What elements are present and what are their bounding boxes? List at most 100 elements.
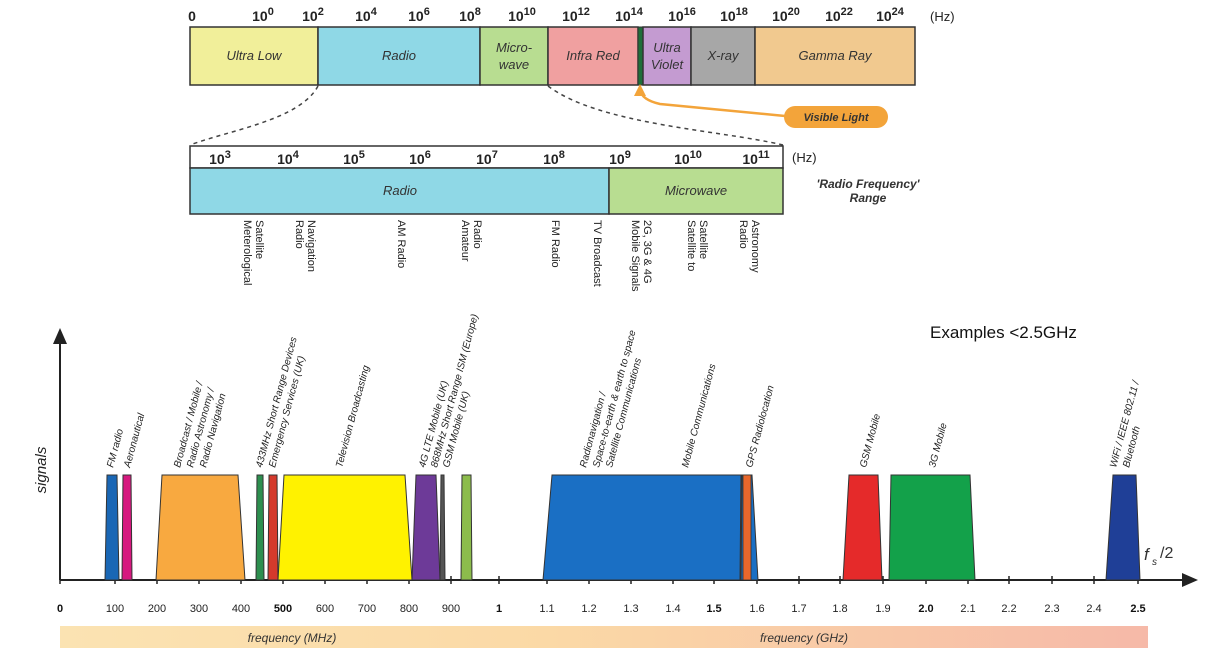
rf-range: 103 104 105 106 107 108 109 1010 1011 (Hz) Radio… [189, 145, 921, 292]
rf-tick-5: 108 [543, 149, 565, 167]
em-band-ultra-violet: Ultra Violet [642, 26, 692, 86]
em-spectrum: 0 100 102 104 106 108 1010 1012 1014 1016 1018 1020… [188, 6, 955, 146]
ghz-tick-2: 1.2 [581, 603, 596, 615]
signal-block-6 [411, 474, 441, 581]
rf-ticks: 103 104 105 106 107 108 109 1010 1011 [209, 149, 769, 167]
signal-label-11-label: GPS Radiolocation [744, 384, 777, 469]
rf-range-label-1: 'Radio Frequency' [816, 177, 920, 191]
em-band-ultra-violet-rect [642, 26, 692, 86]
em-tick-6: 1010 [508, 6, 536, 24]
y-axis-arrow [53, 328, 67, 344]
em-tick-11: 1020 [772, 6, 800, 24]
em-tick-12: 1022 [825, 6, 853, 24]
fs-sub: s [1152, 557, 1157, 568]
rf-application-1-line-0: Radio [293, 220, 305, 249]
ghz-tick-5: 1.5 [706, 603, 721, 615]
visible-light-arrow [638, 89, 786, 118]
em-band-gamma-ray: Gamma Ray [754, 26, 916, 86]
ghz-tick-9: 1.9 [875, 603, 890, 615]
chart-title: Examples <2.5GHz [930, 323, 1077, 342]
mhz-tick-4: 400 [232, 603, 250, 615]
em-band-microwave-label-1: Micro- [496, 40, 533, 55]
signal-block-2 [155, 474, 246, 581]
rf-tick-4: 107 [476, 149, 498, 167]
ghz-tick-13: 2.3 [1044, 603, 1059, 615]
em-band-radio-rect [317, 26, 481, 86]
rf-tick-6: 109 [609, 149, 631, 167]
ghz-tick-8: 1.8 [832, 603, 847, 615]
em-tick-10: 1018 [720, 6, 748, 24]
fs-div: /2 [1160, 545, 1173, 562]
signal-label-13-label: 3G Mobile [927, 421, 950, 468]
em-band-gamma-ray-label: Gamma Ray [799, 48, 873, 63]
em-tick-0: 0 [188, 8, 196, 24]
rf-tick-8: 1011 [742, 149, 769, 167]
rf-application-8-line-1: Astronomy [749, 220, 761, 273]
visible-light-callout: Visible Light [634, 84, 888, 128]
signal-block-9 [542, 474, 753, 581]
rf-application-7-line-0: Satellite to [685, 220, 697, 271]
em-band-microwave: Micro- wave [479, 26, 549, 86]
rf-application-2-line-0: AM Radio [395, 220, 407, 268]
signal-label-1-label: Aeronautical [122, 411, 147, 469]
frequency-bar [60, 626, 1148, 648]
mhz-tick-0: 0 [57, 603, 63, 615]
em-band-ultra-low: Ultra Low [189, 26, 319, 86]
zoom-line-left [189, 85, 319, 146]
rf-application-8-line-0: Radio [737, 220, 749, 249]
rf-band-microwave: Microwave [608, 167, 784, 215]
em-band-microwave-rect [479, 26, 549, 86]
rf-application-6-line-0: Mobile Signals [629, 220, 641, 292]
em-tick-8: 1014 [615, 6, 644, 24]
em-band-microwave-label-2: wave [499, 57, 529, 72]
xlabel-mhz: frequency (MHz) [248, 631, 337, 645]
rf-band-radio-label: Radio [383, 183, 417, 198]
rf-application-5-line-0: TV Broadcast [591, 220, 603, 287]
rf-tick-7: 1010 [674, 149, 702, 167]
em-band-infra-red-label: Infra Red [566, 48, 620, 63]
signal-block-4 [267, 474, 279, 581]
ghz-tick-10: 2.0 [918, 603, 933, 615]
visible-light-pill [784, 106, 888, 128]
mhz-tick-9: 900 [442, 603, 460, 615]
em-band-ultra-violet-label-1: Ultra [653, 40, 680, 55]
xlabel-ghz: frequency (GHz) [760, 631, 848, 645]
ghz-tick-0: 1 [496, 603, 502, 615]
em-band-gamma-ray-rect [754, 26, 916, 86]
rf-application-7-line-1: Satellite [697, 220, 709, 259]
em-band-x-ray-label: X-ray [706, 48, 740, 63]
signal-block-1 [121, 474, 133, 581]
signal-label-12-label: GSM Mobile [858, 412, 883, 468]
em-tick-1: 100 [252, 6, 274, 24]
rf-application-6-line-1: 2G, 3G & 4G [641, 220, 653, 284]
fs-half-label: f s /2 [1144, 545, 1173, 568]
signals-chart: Examples <2.5GHz signals 0 100 200 300 400 50… [33, 313, 1198, 648]
em-spectrum-ticks: 0 100 102 104 106 108 1010 1012 1014 1016 1018 1020… [188, 6, 905, 24]
rf-applications: Meterological Satellite Radio Navigation AM … [241, 220, 761, 292]
x-axis-arrow [1182, 573, 1198, 587]
mhz-tick-5: 500 [274, 603, 292, 615]
rf-application-1-line-1: Navigation [305, 220, 317, 272]
ghz-tick-1: 1.1 [539, 603, 554, 615]
signal-block-12 [842, 474, 883, 581]
em-band-radio-label: Radio [382, 48, 416, 63]
ghz-tick-15: 2.5 [1130, 603, 1145, 615]
ghz-tick-14: 2.4 [1086, 603, 1101, 615]
signal-block-5 [277, 474, 413, 581]
rf-tick-1: 104 [277, 149, 300, 167]
ghz-tick-11: 2.1 [960, 603, 975, 615]
ghz-tick-12: 2.2 [1001, 603, 1016, 615]
rf-unit: (Hz) [792, 150, 817, 165]
mhz-tick-2: 200 [148, 603, 166, 615]
signal-label-10-label: Mobile Communications [680, 363, 718, 469]
rf-application-3-line-0: Amateur [459, 220, 471, 262]
em-tick-3: 104 [355, 6, 378, 24]
zoom-line-right [547, 85, 784, 146]
em-band-infra-red-rect [547, 26, 639, 86]
em-spectrum-unit: (Hz) [930, 9, 955, 24]
em-tick-5: 108 [459, 6, 481, 24]
signal-block-13 [888, 474, 976, 581]
signal-label-5-label: Television Broadcasting [334, 364, 372, 469]
mhz-tick-7: 700 [358, 603, 376, 615]
rf-range-label-2: Range [850, 191, 887, 205]
